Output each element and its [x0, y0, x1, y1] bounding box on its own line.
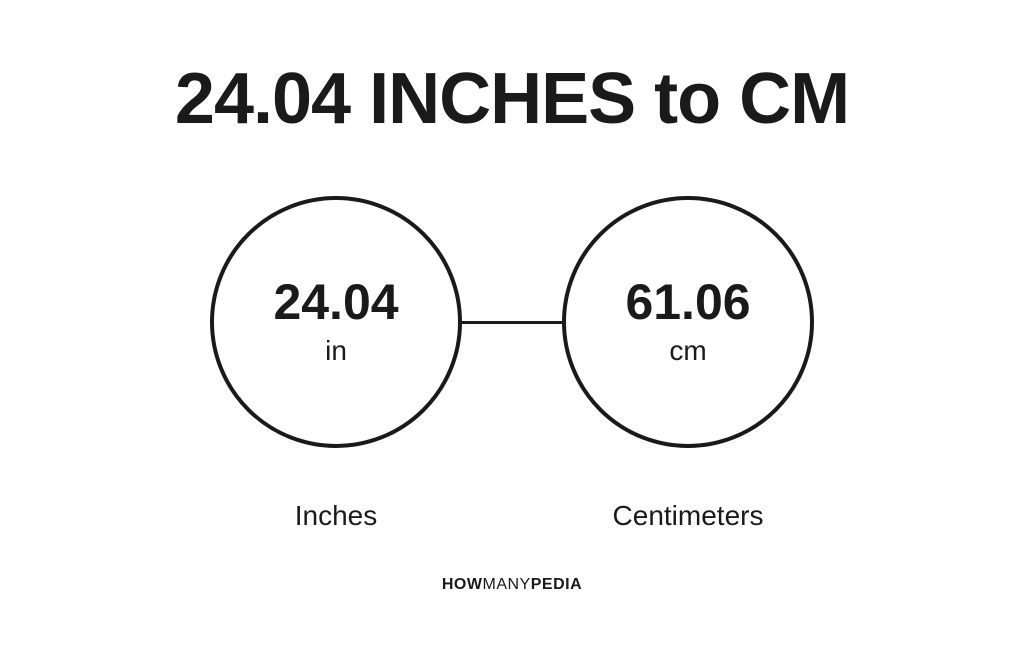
page-title: 24.04 INCHES to CM [0, 58, 1024, 140]
brand-suffix: PEDIA [531, 576, 582, 593]
source-label: Inches [186, 500, 486, 532]
target-circle: 61.06 cm [562, 196, 814, 448]
brand-logo: HOWMANYPEDIA [0, 576, 1024, 594]
target-value: 61.06 [625, 277, 750, 327]
connector-line [462, 321, 562, 324]
brand-mid: MANY [482, 576, 530, 593]
source-value: 24.04 [273, 277, 398, 327]
source-circle: 24.04 in [210, 196, 462, 448]
source-unit-abbrev: in [325, 335, 347, 367]
brand-prefix: HOW [442, 576, 483, 593]
target-unit-abbrev: cm [669, 335, 706, 367]
conversion-diagram: 24.04 in 61.06 cm Inches Centimeters [0, 195, 1024, 475]
target-label: Centimeters [538, 500, 838, 532]
